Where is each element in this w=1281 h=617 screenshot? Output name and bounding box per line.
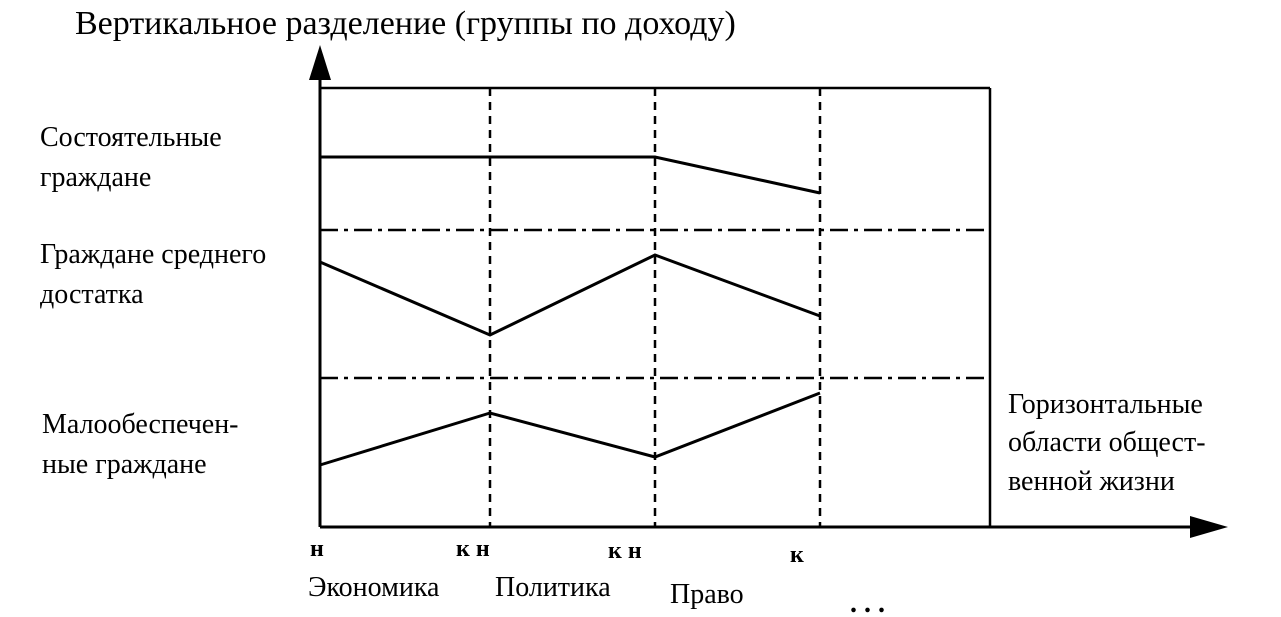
title: Вертикальное разделение (группы по доход… xyxy=(75,5,736,42)
profiles xyxy=(319,155,821,467)
group-label: достатка xyxy=(40,279,144,310)
boundary-mark: к н xyxy=(456,536,490,562)
horizontal-label: Горизонтальные xyxy=(1008,389,1203,420)
domain-label: Политика xyxy=(495,572,611,603)
group-label: Малообеспечен- xyxy=(42,409,239,440)
y-arrow xyxy=(309,45,331,80)
boundary-mark: к н xyxy=(608,538,642,564)
group-dividers xyxy=(320,228,990,380)
boundary-mark: н xyxy=(310,536,324,562)
profile-line xyxy=(319,391,821,467)
group-label: Граждане среднего xyxy=(40,239,266,270)
group-label: Состоятельные xyxy=(40,122,222,153)
group-label: ные граждане xyxy=(42,449,207,480)
x-arrow xyxy=(1190,516,1228,538)
horizontal-label: области общест- xyxy=(1008,427,1206,458)
horizontal-label: венной жизни xyxy=(1008,466,1175,497)
domain-label: Право xyxy=(670,579,744,610)
boundary-mark: к xyxy=(790,542,804,568)
frame xyxy=(309,45,1228,538)
dividers xyxy=(488,88,822,527)
profile-line xyxy=(320,155,821,195)
profile-line xyxy=(319,253,821,337)
group-label: граждане xyxy=(40,162,151,193)
domain-label: . . . xyxy=(850,588,885,617)
domain-label: Экономика xyxy=(308,572,440,603)
